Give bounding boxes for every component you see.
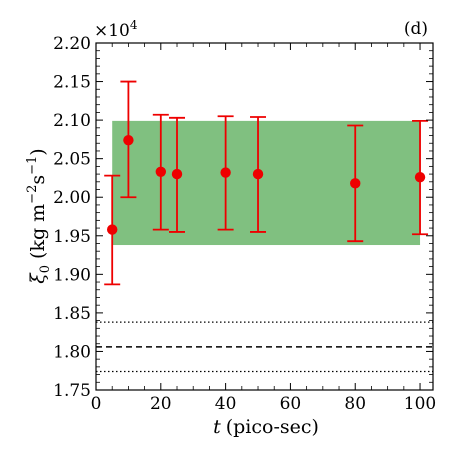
- y-tick-label: 1.80: [53, 342, 91, 362]
- data-point: [414, 171, 426, 183]
- confidence-band: [112, 120, 421, 246]
- panel-label: (d): [404, 19, 428, 39]
- y-tick-label: 1.95: [53, 227, 91, 247]
- data-point-group: [347, 124, 364, 243]
- y-multiplier: ×104: [94, 18, 138, 41]
- data-point: [252, 168, 264, 180]
- y-tick-label: 1.75: [53, 381, 91, 401]
- x-tick-label: 40: [215, 394, 237, 414]
- data-point-group: [104, 174, 121, 286]
- data-point-group: [412, 119, 429, 236]
- data-point: [107, 224, 118, 235]
- y-tick-label: 2.10: [53, 111, 91, 131]
- data-point-group: [217, 115, 234, 231]
- data-point: [220, 167, 231, 178]
- y-tick-label: 1.85: [53, 304, 91, 324]
- data-point: [171, 168, 183, 180]
- y-tick-label: 2.00: [53, 188, 91, 208]
- x-axis-label: t (pico-sec): [213, 416, 319, 438]
- data-point-group: [169, 116, 186, 233]
- y-axis-label: ξ0(kg m−2s−1): [25, 148, 53, 283]
- x-tick-label: 80: [344, 394, 366, 414]
- data-point: [155, 166, 167, 177]
- data-point-group: [250, 116, 267, 233]
- y-tick-label: 2.15: [53, 73, 91, 93]
- x-tick-label: 0: [91, 394, 102, 414]
- x-tick-label: 100: [404, 394, 436, 414]
- data-point-group: [120, 80, 137, 199]
- x-tick-label: 60: [280, 394, 302, 414]
- x-tick-label: 20: [150, 394, 172, 414]
- data-point-group: [152, 113, 169, 231]
- data-point: [123, 134, 134, 146]
- y-tick-label: 1.90: [53, 265, 91, 285]
- data-point: [350, 178, 361, 189]
- y-tick-label: 2.20: [53, 34, 91, 54]
- y-tick-label: 2.05: [53, 150, 91, 170]
- plot-frame: [95, 42, 434, 391]
